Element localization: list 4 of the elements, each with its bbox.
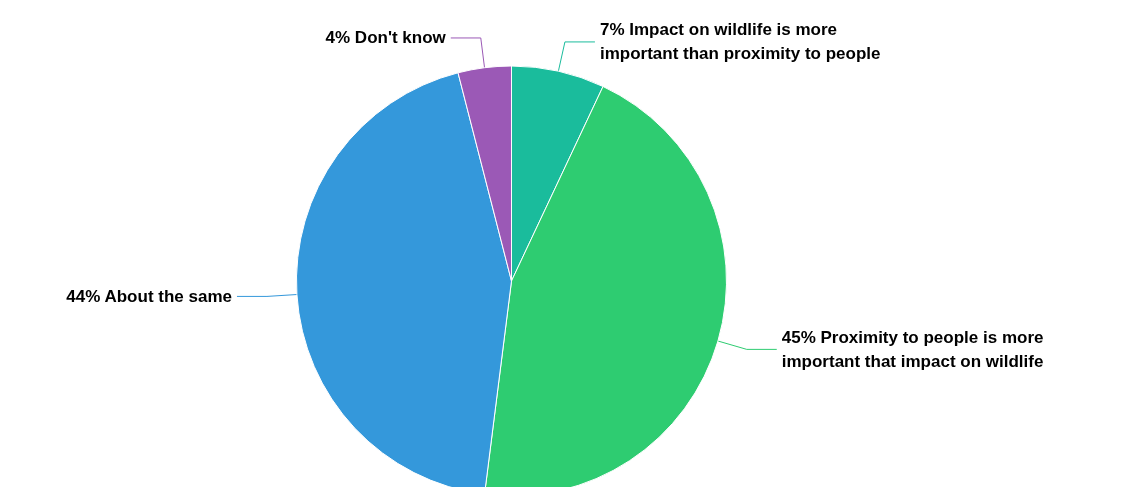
slice-label: 4% Don't know	[325, 28, 447, 48]
slice-label: 44% About the same	[66, 286, 232, 306]
slice-label: 7% Impact on wildlife is more important than proximity to people	[599, 20, 881, 64]
slice-label: 45% Proximity to people is more important that impact on wildlife	[781, 327, 1049, 371]
